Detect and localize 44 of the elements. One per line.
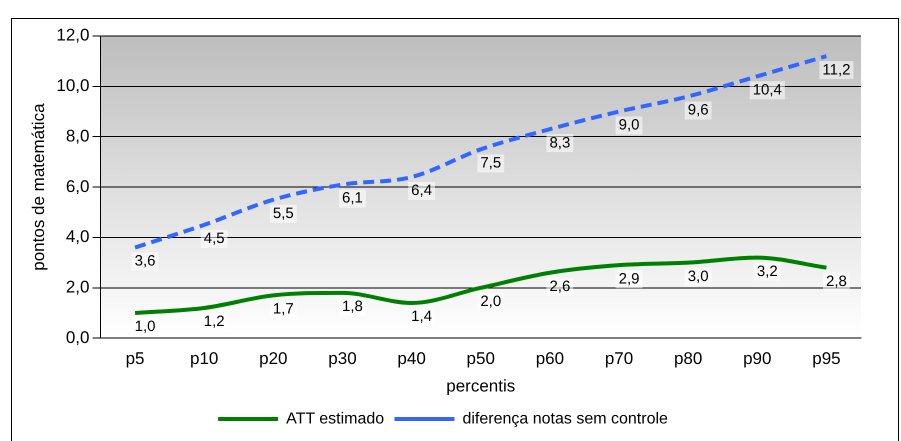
x-tick-label: p30 [328,349,357,368]
data-label: 2,0 [480,292,502,310]
data-label: 9,6 [688,102,709,119]
y-tick-label: 2,0 [66,278,90,297]
data-label: 2,6 [549,278,570,295]
data-label: 6,1 [342,190,363,207]
x-tick-label: p95 [812,349,841,368]
data-label: 1,0 [134,318,156,336]
y-tick-label: 10,0 [56,76,90,96]
data-label: 2,9 [618,270,640,288]
y-tick-label: 6,0 [66,176,90,196]
data-label: 3,6 [134,252,156,270]
data-label: 4,5 [204,230,225,248]
x-tick-label: p10 [190,349,218,368]
data-label: 9,0 [618,116,640,134]
data-label: 2,8 [826,272,847,290]
x-tick-label: p90 [743,349,772,368]
data-label: 1,7 [272,300,294,318]
y-tick-label: 4,0 [66,227,90,246]
y-tick-label: 8,0 [66,126,90,146]
x-tick-label: p70 [604,349,634,368]
x-tick-label: p20 [259,349,288,368]
legend-label: diferença notas sem controle [462,410,668,428]
x-tick-label: p80 [674,349,702,368]
data-label: 8,3 [549,134,570,152]
y-axis-title: pontos de matemática [28,102,48,271]
data-label: 3,2 [756,262,778,280]
y-tick-label: 0,0 [66,328,90,347]
x-tick-label: p5 [126,349,145,368]
data-label: 1,8 [342,298,363,316]
data-label: 3,0 [688,268,709,285]
data-label: 11,2 [822,61,850,78]
x-axis-title: percentis [446,376,516,396]
data-label: 5,5 [272,204,294,222]
data-label: 7,5 [480,154,502,172]
x-tick-label: p60 [536,349,564,368]
legend-label: ATT estimado [286,410,384,428]
data-label: 10,4 [752,81,782,98]
data-label: 1,4 [411,308,432,326]
data-label: 6,4 [411,182,432,200]
x-tick-label: p50 [466,349,495,368]
x-tick-label: p40 [397,349,426,368]
data-label: 1,2 [204,313,225,330]
y-tick-label: 12,0 [56,26,90,45]
